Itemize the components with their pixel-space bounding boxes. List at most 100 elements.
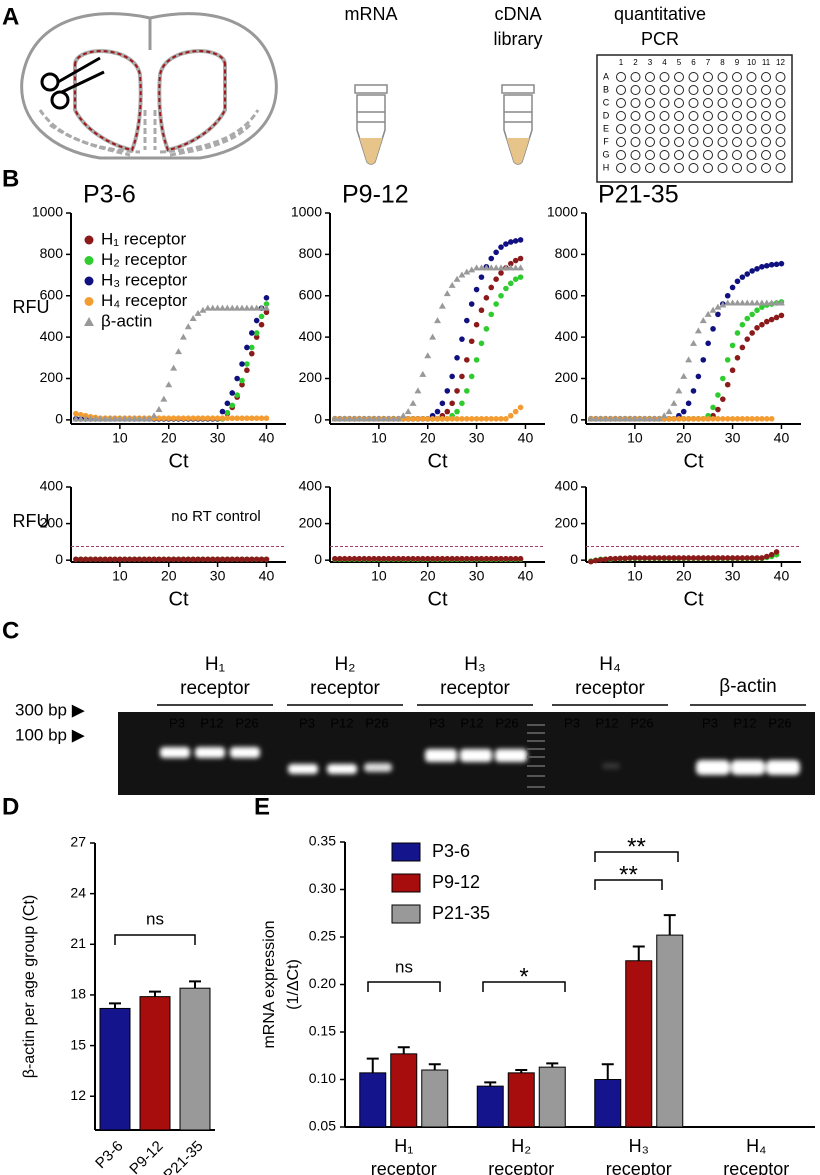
y-tick-label: 1000	[291, 204, 322, 220]
point	[253, 304, 261, 311]
point	[184, 323, 192, 330]
x-tick-label: P3-6	[92, 1138, 126, 1172]
point	[449, 555, 455, 562]
plate-well	[732, 98, 742, 108]
gel-lane-label: P3	[429, 715, 445, 730]
point	[444, 555, 451, 562]
point	[734, 555, 741, 561]
point	[156, 415, 162, 422]
point	[611, 415, 619, 422]
plate-well	[703, 163, 713, 173]
point	[458, 271, 466, 278]
point	[729, 367, 736, 374]
point	[507, 412, 514, 419]
point	[468, 266, 476, 273]
point	[512, 276, 519, 282]
annotation: **	[627, 833, 646, 860]
legend-label: P21-35	[432, 903, 490, 923]
point	[705, 416, 711, 422]
point	[194, 309, 202, 316]
point	[588, 558, 594, 565]
y-tick-label: 0	[570, 411, 578, 427]
point	[190, 415, 196, 422]
point	[205, 415, 211, 422]
point	[763, 416, 770, 422]
plate-well	[761, 85, 771, 95]
error-bar	[189, 980, 201, 989]
point	[253, 330, 260, 336]
point	[404, 408, 412, 415]
point	[700, 555, 707, 561]
point	[680, 372, 688, 379]
point	[405, 555, 411, 562]
step-label: cDNA	[494, 4, 541, 24]
point	[400, 555, 407, 562]
y-tick-label: 600	[555, 286, 579, 302]
point	[739, 321, 746, 328]
error-bar	[632, 945, 645, 961]
point	[720, 416, 726, 422]
gel-lane-label: P3	[702, 715, 718, 730]
point	[597, 415, 605, 422]
point	[244, 556, 250, 563]
point	[646, 415, 654, 422]
x-tick-label: 10	[371, 430, 387, 446]
point	[424, 416, 431, 422]
chart-title: P21-35	[598, 181, 679, 209]
point	[468, 301, 475, 307]
point	[512, 264, 520, 271]
point	[512, 257, 519, 264]
point	[454, 355, 460, 361]
y-tick-label: 0	[314, 411, 322, 427]
point	[165, 381, 173, 388]
significance-bracket	[114, 934, 196, 945]
point	[744, 315, 751, 322]
y-axis-label: (1/ΔCt)	[285, 959, 302, 1010]
x-tick-label: 30	[210, 430, 226, 446]
point	[695, 416, 702, 422]
point	[468, 416, 475, 422]
point	[739, 344, 746, 351]
point	[464, 416, 470, 422]
point	[205, 556, 211, 563]
gel-lane-label: P12	[595, 715, 618, 730]
plate-well	[746, 85, 757, 95]
point	[724, 299, 732, 306]
point	[724, 381, 731, 388]
plate-well	[674, 85, 684, 95]
point	[729, 284, 736, 291]
x-axis-label: Ct	[169, 450, 189, 472]
point	[754, 266, 760, 272]
x-tick-label: 10	[112, 568, 128, 584]
x-tick-label: 20	[420, 430, 436, 446]
plate-well	[732, 163, 742, 173]
x-tick-label: 10	[371, 568, 387, 584]
point	[121, 556, 128, 563]
point	[453, 275, 461, 282]
annotation: ns	[395, 957, 413, 976]
point	[214, 415, 221, 422]
point	[710, 404, 716, 411]
point	[454, 555, 460, 562]
point	[777, 299, 785, 306]
point	[135, 415, 143, 422]
point	[646, 555, 653, 561]
point	[473, 357, 480, 363]
plate-column: 3	[648, 58, 653, 67]
annotation: *	[519, 963, 528, 990]
y-tick-label: 0.35	[309, 833, 336, 849]
point	[493, 301, 499, 307]
point	[720, 555, 726, 561]
tube	[501, 84, 535, 165]
y-tick-label: 800	[40, 245, 64, 261]
y-axis-label: mRNA expression	[261, 920, 278, 1048]
point	[263, 309, 270, 316]
plate-well	[717, 137, 728, 147]
y-tick-label: 400	[555, 478, 579, 494]
point	[200, 556, 206, 563]
plate-well	[674, 163, 684, 173]
point	[424, 555, 431, 562]
plate-well	[717, 85, 728, 95]
point	[763, 262, 770, 269]
point	[473, 321, 480, 328]
